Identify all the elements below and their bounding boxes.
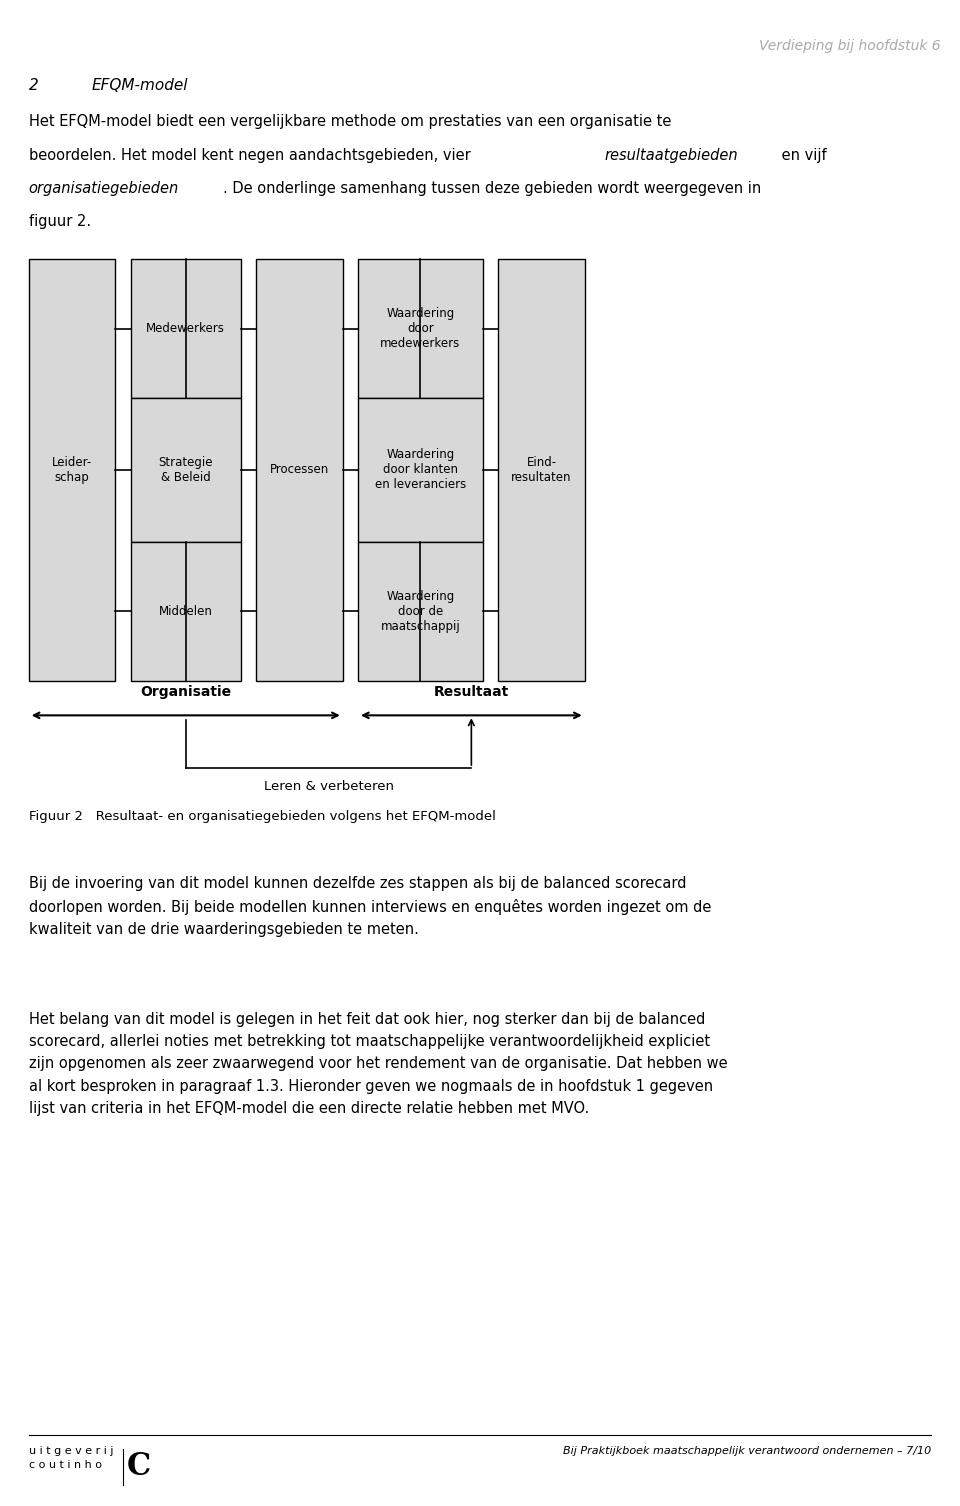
Text: Strategie
& Beleid: Strategie & Beleid: [158, 456, 213, 483]
Text: Leren & verbeteren: Leren & verbeteren: [264, 780, 394, 794]
Bar: [131, 259, 241, 398]
Bar: [29, 259, 115, 681]
Text: organisatiegebieden: organisatiegebieden: [29, 181, 180, 196]
Text: . De onderlinge samenhang tussen deze gebieden wordt weergegeven in: . De onderlinge samenhang tussen deze ge…: [223, 181, 761, 196]
Bar: [256, 259, 343, 681]
Text: 2: 2: [29, 78, 38, 93]
Text: resultaatgebieden: resultaatgebieden: [605, 148, 738, 163]
Bar: [131, 542, 241, 681]
Text: Waardering
door de
maatschappij: Waardering door de maatschappij: [380, 590, 461, 633]
Text: Waardering
door klanten
en leveranciers: Waardering door klanten en leveranciers: [374, 449, 467, 491]
Text: Bij Praktijkboek maatschappelijk verantwoord ondernemen – 7/10: Bij Praktijkboek maatschappelijk verantw…: [563, 1446, 931, 1456]
Text: Eind-
resultaten: Eind- resultaten: [511, 456, 572, 483]
Text: Medewerkers: Medewerkers: [146, 322, 226, 336]
Bar: [358, 542, 483, 681]
Text: Figuur 2   Resultaat- en organisatiegebieden volgens het EFQM-model: Figuur 2 Resultaat- en organisatiegebied…: [29, 810, 495, 824]
Text: EFQM-model: EFQM-model: [91, 78, 188, 93]
Text: Organisatie: Organisatie: [140, 685, 231, 699]
Bar: [498, 259, 585, 681]
Text: Resultaat: Resultaat: [434, 685, 509, 699]
Text: Leider-
schap: Leider- schap: [52, 456, 92, 483]
Text: Bij de invoering van dit model kunnen dezelfde zes stappen als bij de balanced s: Bij de invoering van dit model kunnen de…: [29, 876, 711, 938]
Text: u i t g e v e r i j
c o u t i n h o: u i t g e v e r i j c o u t i n h o: [29, 1446, 113, 1470]
Text: Het EFQM-model biedt een vergelijkbare methode om prestaties van een organisatie: Het EFQM-model biedt een vergelijkbare m…: [29, 114, 671, 130]
Bar: [358, 259, 483, 398]
Bar: [358, 398, 483, 542]
Text: Middelen: Middelen: [158, 604, 213, 617]
Text: Processen: Processen: [270, 464, 329, 476]
Text: figuur 2.: figuur 2.: [29, 214, 91, 229]
Text: beoordelen. Het model kent negen aandachtsgebieden, vier: beoordelen. Het model kent negen aandach…: [29, 148, 475, 163]
Text: Verdieping bij hoofdstuk 6: Verdieping bij hoofdstuk 6: [759, 39, 941, 53]
Text: C: C: [127, 1452, 152, 1482]
Text: Het belang van dit model is gelegen in het feit dat ook hier, nog sterker dan bi: Het belang van dit model is gelegen in h…: [29, 1012, 728, 1116]
Text: en vijf: en vijf: [778, 148, 827, 163]
Text: Waardering
door
medewerkers: Waardering door medewerkers: [380, 307, 461, 349]
Bar: [131, 398, 241, 542]
